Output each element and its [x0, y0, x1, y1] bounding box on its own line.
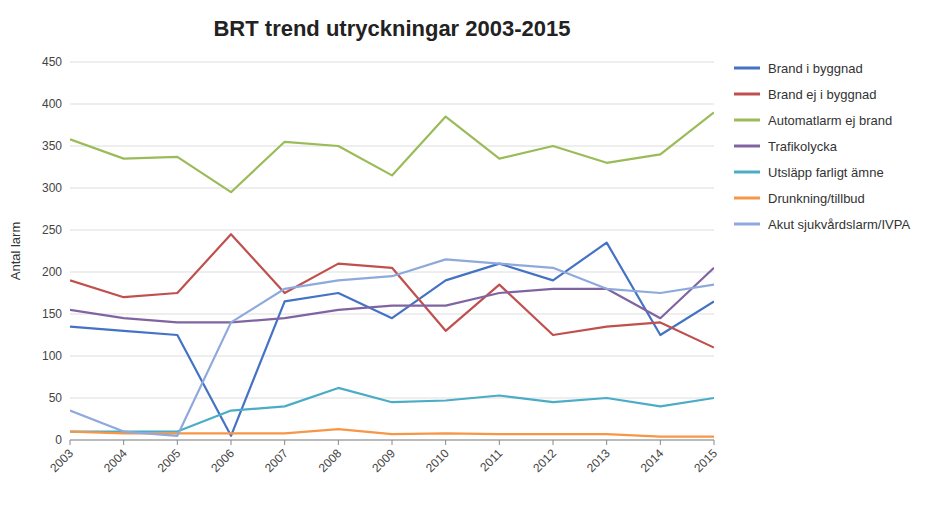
legend-label: Akut sjukvårdslarm/IVPA — [768, 217, 910, 232]
series-line — [70, 112, 714, 192]
y-tick-label: 250 — [42, 223, 62, 237]
legend-label: Brand i byggnad — [768, 61, 863, 76]
x-tick-label: 2013 — [584, 446, 613, 475]
x-tick — [714, 440, 715, 445]
series-line — [70, 259, 714, 435]
x-tick-label: 2010 — [423, 446, 452, 475]
x-tick-label: 2012 — [530, 446, 559, 475]
legend-label: Drunkning/tillbud — [768, 191, 865, 206]
x-tick — [553, 440, 554, 445]
grid-line — [70, 398, 714, 399]
x-tick-label: 2004 — [101, 446, 130, 475]
y-tick-label: 300 — [42, 181, 62, 195]
y-axis: 0 50 100 150 200 250 300 350 400 450 — [42, 55, 714, 447]
legend: Brand i byggnad Brand ej i byggnad Automat… — [734, 61, 910, 232]
y-tick-label: 50 — [49, 391, 63, 405]
grid-line — [70, 272, 714, 273]
x-tick — [123, 440, 124, 445]
x-tick-label: 2008 — [316, 446, 345, 475]
title: BRT trend utryckningar 2003-2015 — [213, 16, 570, 41]
x-tick-label: 2007 — [262, 446, 291, 475]
legend-swatch — [734, 67, 760, 70]
chart: BRT trend utryckningar 2003-2015 0 50 100 15… — [0, 0, 944, 520]
legend-swatch — [734, 171, 760, 174]
legend-swatch — [734, 223, 760, 226]
y-tick-label: 400 — [42, 97, 62, 111]
x-tick-label: 2003 — [47, 446, 76, 475]
grid-line — [70, 230, 714, 231]
series-line — [70, 234, 714, 347]
grid-line — [70, 356, 714, 357]
y-tick-label: 450 — [42, 55, 62, 69]
grid-line — [70, 104, 714, 105]
y-tick-label: 200 — [42, 265, 62, 279]
x-tick-label: 2014 — [638, 446, 667, 475]
x-axis: 2003 2004 2005 2006 2007 2008 2009 2010 2011 2012… — [47, 440, 720, 475]
y-tick-label: 100 — [42, 349, 62, 363]
legend-label: Automatlarm ej brand — [768, 113, 892, 128]
x-tick — [284, 440, 285, 445]
plot-area — [70, 112, 714, 436]
legend-label: Utsläpp farligt ämne — [768, 165, 884, 180]
y-tick-label: 150 — [42, 307, 62, 321]
grid-line — [70, 62, 714, 63]
x-tick — [660, 440, 661, 445]
series-line — [70, 388, 714, 432]
x-tick — [606, 440, 607, 445]
legend-swatch — [734, 197, 760, 200]
x-tick — [338, 440, 339, 445]
x-tick-label: 2009 — [369, 446, 398, 475]
x-tick — [499, 440, 500, 445]
x-tick — [177, 440, 178, 445]
legend-swatch — [734, 93, 760, 96]
x-tick-label: 2005 — [155, 446, 184, 475]
y-tick-label: 0 — [55, 433, 62, 447]
grid-line — [70, 188, 714, 189]
grid-line — [70, 146, 714, 147]
x-tick-label: 2011 — [477, 446, 505, 474]
x-tick — [445, 440, 446, 445]
x-tick-label: 2015 — [691, 446, 720, 475]
legend-label: Brand ej i byggnad — [768, 87, 876, 102]
legend-label: Trafikolycka — [768, 139, 838, 154]
legend-swatch — [734, 119, 760, 122]
x-tick — [231, 440, 232, 445]
x-tick — [392, 440, 393, 445]
series-line — [70, 243, 714, 436]
grid-line — [70, 314, 714, 315]
legend-swatch — [734, 145, 760, 148]
y-axis-label: Antal larm — [8, 222, 23, 281]
x-tick — [70, 440, 71, 445]
x-tick-label: 2006 — [208, 446, 237, 475]
y-tick-label: 350 — [42, 139, 62, 153]
